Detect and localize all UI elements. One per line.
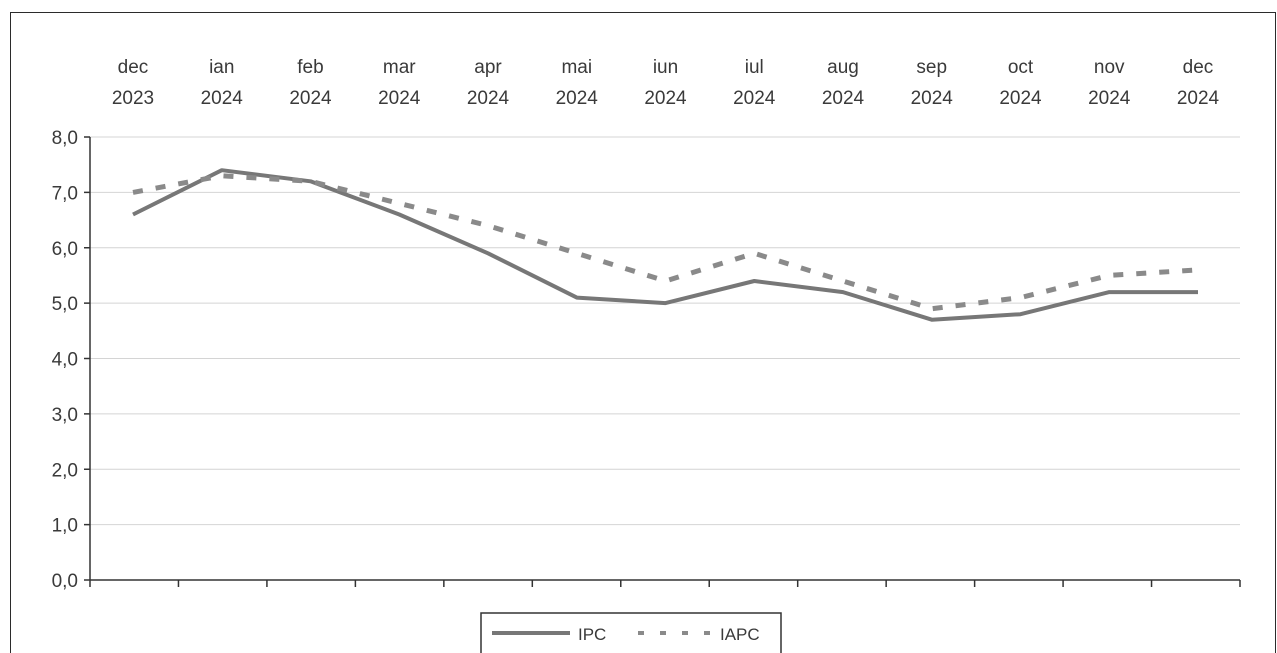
x-category-year: 2024: [378, 88, 421, 109]
gridlines: [90, 136, 1240, 526]
y-tick-label: 0,0: [52, 571, 78, 592]
x-category-month: aug: [827, 57, 859, 78]
x-category-month: mar: [383, 57, 416, 78]
x-category-year: 2024: [467, 88, 510, 109]
series-line-iapc: [132, 173, 1199, 312]
x-category-year: 2024: [201, 88, 244, 109]
x-category-month: sep: [916, 57, 947, 78]
x-category-month: dec: [118, 57, 149, 78]
series-line-ipc: [132, 168, 1198, 322]
x-category-year: 2024: [556, 88, 599, 109]
legend-label-iapc: IAPC: [720, 625, 760, 644]
x-category-year: 2024: [644, 88, 687, 109]
y-tick-label: 7,0: [52, 183, 78, 204]
x-category-year: 2024: [999, 88, 1042, 109]
x-category-year: 2024: [1088, 88, 1131, 109]
x-category-month: nov: [1094, 57, 1125, 78]
series-lines: [132, 168, 1199, 322]
y-tick-label: 1,0: [52, 516, 78, 537]
x-category-month: dec: [1183, 57, 1214, 78]
y-tick-label: 8,0: [52, 128, 78, 149]
x-category-year: 2024: [1177, 88, 1220, 109]
x-category-month: iul: [745, 57, 764, 78]
x-category-month: iun: [653, 57, 678, 78]
x-category-month: oct: [1008, 57, 1034, 78]
legend: IPC IAPC: [480, 612, 782, 653]
x-category-year: 2024: [822, 88, 865, 109]
legend-label-ipc: IPC: [578, 625, 606, 644]
x-category-year: 2023: [112, 88, 154, 109]
y-tick-labels: 0,0 1,0 2,0 3,0 4,0 5,0 6,0 7,0 8,0: [52, 128, 78, 592]
x-category-labels: dec 2023 ian 2024 feb 2024 mar 2024 apr 2024 mai 20…: [112, 57, 1220, 109]
axes: [84, 136, 1241, 587]
chart-frame: [10, 12, 1276, 653]
y-tick-label: 5,0: [52, 294, 78, 315]
x-category-month: ian: [209, 57, 234, 78]
x-category-year: 2024: [733, 88, 776, 109]
y-tick-label: 2,0: [52, 460, 78, 481]
y-tick-label: 4,0: [52, 350, 78, 371]
x-category-month: apr: [474, 57, 502, 78]
y-tick-label: 3,0: [52, 405, 78, 426]
x-category-year: 2024: [289, 88, 332, 109]
x-category-year: 2024: [911, 88, 954, 109]
y-tick-label: 6,0: [52, 239, 78, 260]
x-category-month: mai: [561, 57, 592, 78]
x-category-month: feb: [297, 57, 323, 78]
